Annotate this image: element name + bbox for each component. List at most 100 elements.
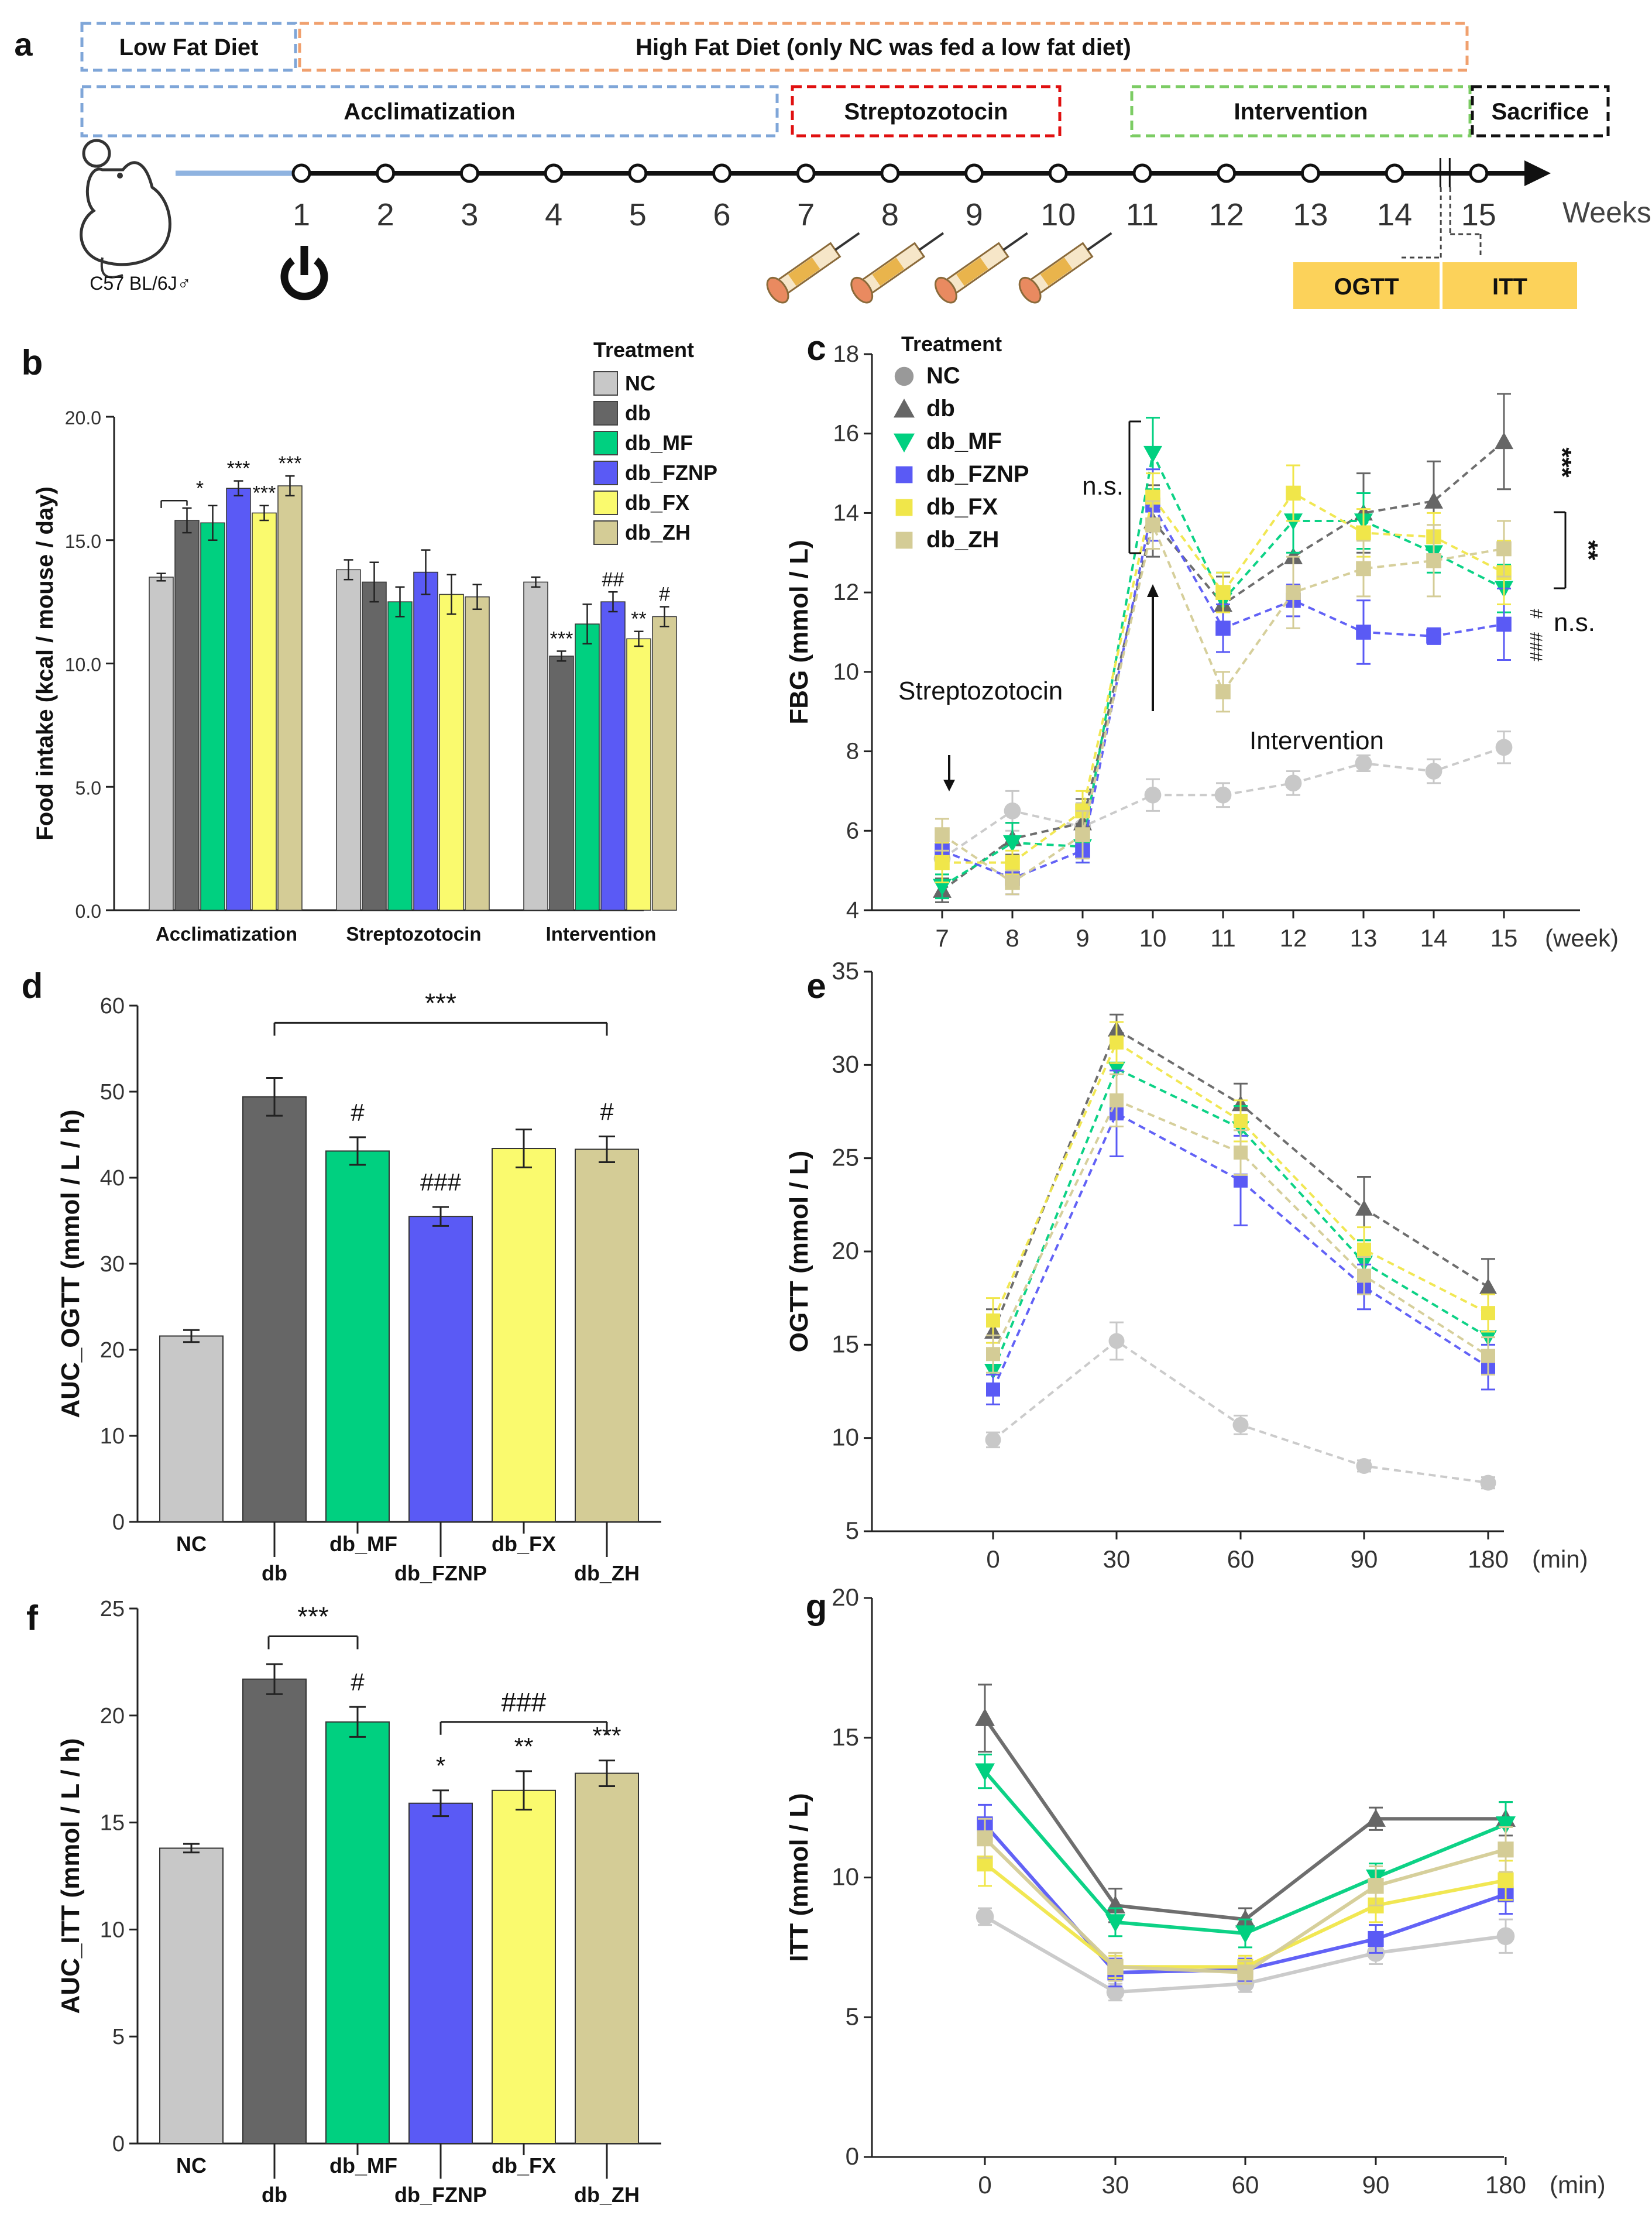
marker-circle xyxy=(894,366,914,386)
x-category-label: db_ZH xyxy=(574,2183,640,2207)
marker-circle xyxy=(1425,763,1443,780)
marker-square xyxy=(895,531,913,549)
significance-mark: * xyxy=(196,477,204,499)
marker-square xyxy=(1496,616,1512,632)
x-axis-title: (min) xyxy=(1550,2171,1606,2199)
marker-square xyxy=(1234,1173,1248,1188)
marker-triangle-up xyxy=(1355,1199,1373,1216)
arrowhead xyxy=(943,780,955,791)
significance-mark: ** xyxy=(631,608,646,630)
marker-triangle-up xyxy=(1479,1278,1497,1294)
marker-square xyxy=(1215,684,1231,699)
week-label: 1 xyxy=(293,197,310,232)
bar-db_MF xyxy=(325,1721,390,2145)
y-tick-label: 10 xyxy=(832,1424,859,1451)
y-tick-label: 20 xyxy=(100,1704,125,1729)
bar-db_FX xyxy=(252,512,277,911)
intervention-label: Intervention xyxy=(1234,99,1368,125)
week-label: 4 xyxy=(545,197,562,232)
marker-square xyxy=(1426,553,1441,568)
legend-swatch-db_ZH xyxy=(593,520,618,545)
week-label: 6 xyxy=(713,197,730,232)
arrowhead xyxy=(1147,584,1159,597)
y-tick-label: 10 xyxy=(833,659,860,685)
high-fat-diet-box xyxy=(298,22,1469,72)
x-category-label: db xyxy=(262,2183,287,2207)
x-tick-label: 30 xyxy=(1102,2171,1129,2199)
marker-triangle-down xyxy=(894,433,915,452)
syringe-needle xyxy=(1002,232,1028,251)
streptozotocin-label: Streptozotocin xyxy=(844,99,1008,125)
week-label: 15 xyxy=(1461,197,1496,232)
panel-letter-b: b xyxy=(22,343,43,382)
legend-swatch-db_FX xyxy=(593,491,618,515)
legend-label-db_FZNP: db_FZNP xyxy=(625,461,717,485)
syringe-plunger xyxy=(934,276,957,304)
marker-square xyxy=(1498,1841,1514,1858)
marker-square xyxy=(1107,1959,1124,1975)
timeline-arrowhead xyxy=(1524,160,1551,186)
legend-title: Treatment xyxy=(901,332,1002,356)
significance-mark: *** xyxy=(227,458,250,480)
series-line-db_MF xyxy=(992,1066,1489,1371)
syringe-plunger xyxy=(850,276,874,304)
marker-triangle-down xyxy=(1143,445,1162,463)
syringe-needle xyxy=(1087,232,1112,251)
x-category-label: Acclimatization xyxy=(156,923,297,945)
x-category-label: NC xyxy=(176,2153,207,2177)
series-line-NC xyxy=(992,1339,1489,1484)
bar-db_FX xyxy=(492,1148,556,1522)
marker-circle xyxy=(1214,786,1232,804)
marker-square xyxy=(1481,1306,1495,1321)
bar-db_FX xyxy=(439,594,464,911)
y-tick-label: 20 xyxy=(832,1583,859,1611)
marker-square xyxy=(1368,1930,1384,1947)
y-tick-label: 10.0 xyxy=(65,654,101,675)
y-tick-label: 20.0 xyxy=(65,407,101,428)
bar-NC xyxy=(336,569,361,911)
bar-db_MF xyxy=(325,1150,390,1523)
y-tick-label: 30 xyxy=(832,1050,859,1078)
bar-db_ZH xyxy=(465,596,490,911)
marker-triangle-up xyxy=(1424,492,1443,509)
y-tick-label: 6 xyxy=(846,818,859,843)
marker-circle xyxy=(985,1432,1001,1448)
bar-db_FZNP xyxy=(413,571,438,911)
marker-square xyxy=(935,855,950,870)
marker-circle xyxy=(1355,755,1372,772)
y-axis-title: FBG (mmol / L) xyxy=(785,540,813,724)
bar-db_MF xyxy=(200,522,225,911)
legend-label-db_FX: db_FX xyxy=(926,494,998,520)
syringe-plunger xyxy=(1018,276,1042,304)
marker-square xyxy=(986,1382,1000,1397)
x-tick-label: 11 xyxy=(1210,924,1236,952)
marker-circle xyxy=(1495,739,1513,756)
marker-square xyxy=(1005,874,1020,890)
syringe-plunger xyxy=(766,276,789,304)
significance-mark: ** xyxy=(514,1733,534,1760)
bracket-label: *** xyxy=(297,1601,329,1632)
y-tick-label: 12 xyxy=(833,579,860,605)
mouse-eye xyxy=(117,173,123,179)
marker-square xyxy=(1215,585,1231,600)
week-node xyxy=(628,163,648,183)
y-tick-label: 14 xyxy=(833,500,860,526)
y-tick-label: 40 xyxy=(100,1166,125,1191)
x-tick-label: 14 xyxy=(1420,924,1448,952)
panel-letter-e: e xyxy=(806,966,826,1006)
week-label: 5 xyxy=(629,197,647,232)
marker-circle xyxy=(1108,1333,1125,1349)
marker-triangle-down xyxy=(1108,1061,1125,1078)
marker-square xyxy=(1234,1146,1248,1160)
marker-square xyxy=(1368,1878,1384,1894)
x-tick-label: 10 xyxy=(1139,924,1167,952)
significance-mark: ### xyxy=(420,1168,462,1196)
x-tick-label: 60 xyxy=(1227,1545,1255,1573)
syringe-needle xyxy=(834,232,860,251)
x-category-label: db xyxy=(262,1561,287,1585)
x-category-label: db_FZNP xyxy=(394,2183,487,2207)
week-label: 2 xyxy=(377,197,394,232)
week-node xyxy=(712,163,731,183)
mouse-body xyxy=(80,161,171,266)
significance-mark: # xyxy=(351,1099,365,1126)
